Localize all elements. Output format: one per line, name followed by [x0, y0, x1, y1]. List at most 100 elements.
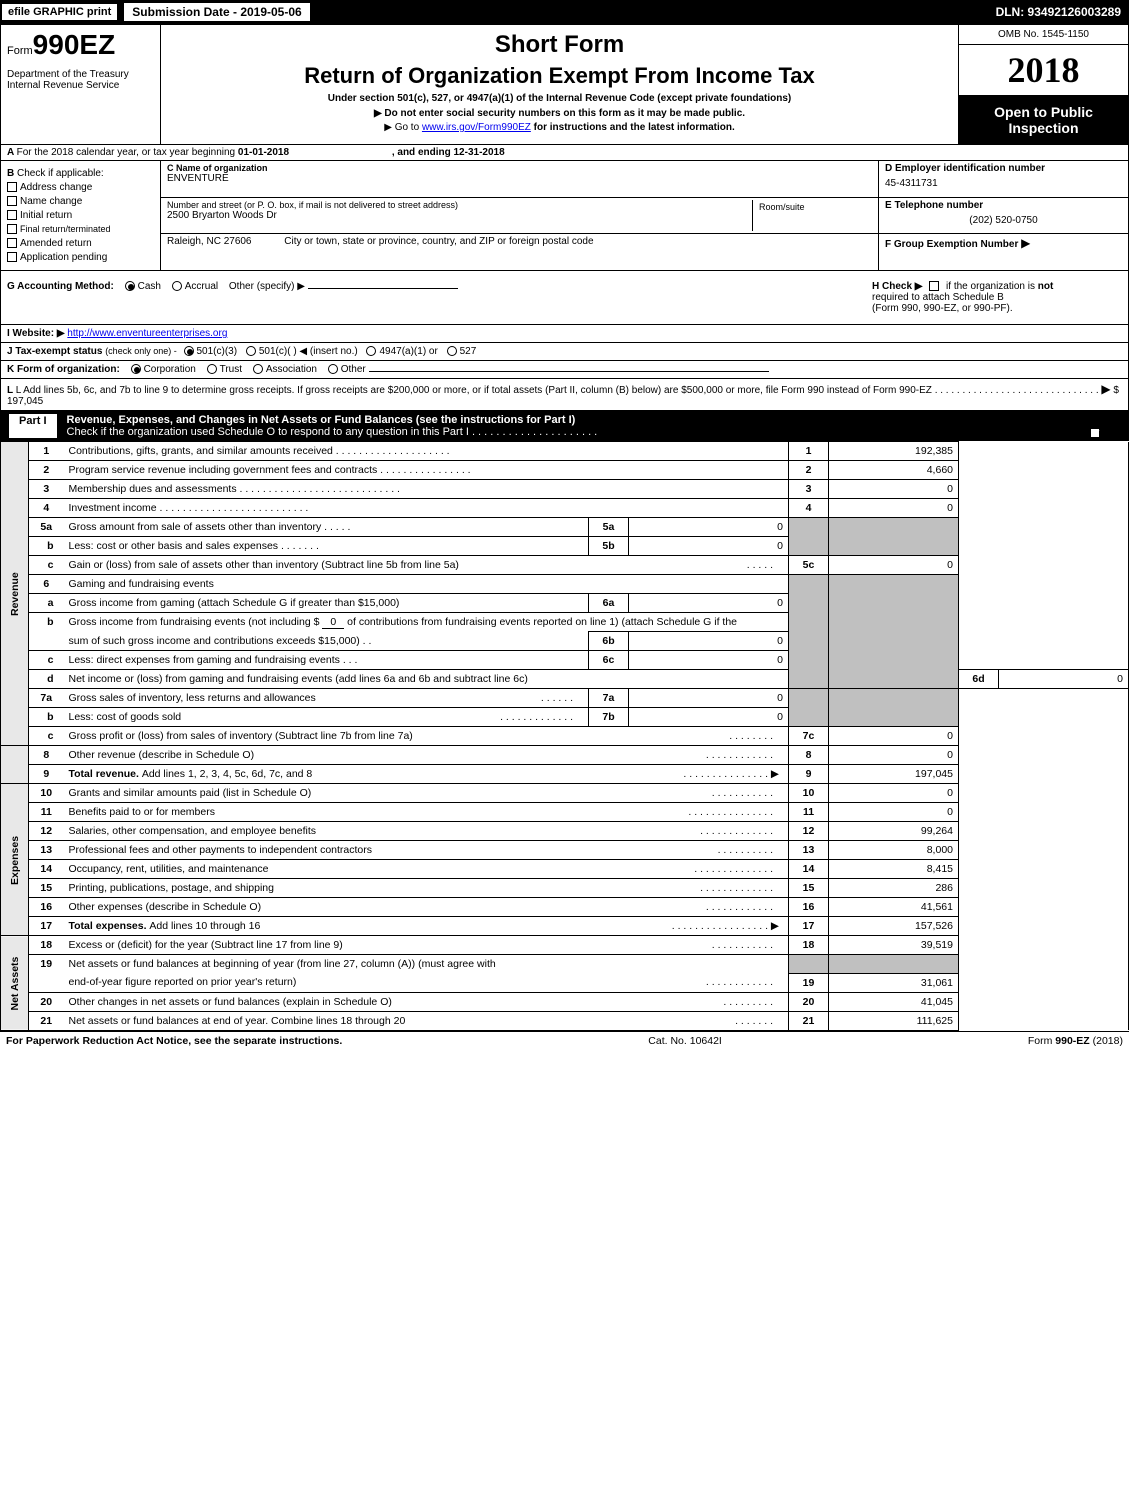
- accrual-label: Accrual: [185, 281, 218, 292]
- line-21: 21 Net assets or fund balances at end of…: [1, 1011, 1129, 1030]
- line-5b-mval: 0: [629, 537, 789, 556]
- line-8-num: 8: [29, 746, 64, 765]
- line-17-rval: 157,526: [829, 917, 959, 936]
- initial-return-checkbox[interactable]: [7, 210, 17, 220]
- corp-radio[interactable]: [131, 364, 141, 374]
- 501c3-label: 501(c)(3): [197, 346, 238, 357]
- irs-label: Internal Revenue Service: [7, 80, 154, 91]
- section-a-row: A For the 2018 calendar year, or tax yea…: [0, 145, 1129, 161]
- line-17-desc: Add lines 10 through 16: [149, 920, 260, 932]
- name-change-label: Name change: [20, 196, 82, 207]
- 4947-label: 4947(a)(1) or: [379, 346, 437, 357]
- line-3: 3 Membership dues and assessments . . . …: [1, 480, 1129, 499]
- assoc-radio[interactable]: [253, 364, 263, 374]
- room-label: Room/suite: [759, 202, 866, 212]
- line-15-num: 15: [29, 879, 64, 898]
- line-18-rnum: 18: [789, 936, 829, 955]
- ein-value: 45-4311731: [885, 178, 1122, 189]
- line-9-num: 9: [29, 765, 64, 784]
- app-pending-checkbox[interactable]: [7, 252, 17, 262]
- line-19-desc: Net assets or fund balances at beginning…: [64, 955, 789, 974]
- phone-label: E Telephone number: [885, 200, 1122, 211]
- line-19-r1: 19 Net assets or fund balances at beginn…: [1, 955, 1129, 974]
- line-5b: b Less: cost or other basis and sales ex…: [1, 537, 1129, 556]
- line-6c-mval: 0: [629, 651, 789, 670]
- address-change-checkbox[interactable]: [7, 182, 17, 192]
- netassets-side-label: Net Assets: [1, 936, 29, 1031]
- line-6b-post1: of contributions from fundraising events…: [347, 616, 737, 628]
- group-exemption-label: F Group Exemption Number: [885, 239, 1018, 250]
- line-10-rval: 0: [829, 784, 959, 803]
- line-9-rnum: 9: [789, 765, 829, 784]
- line-7a-desc: Gross sales of inventory, less returns a…: [69, 692, 316, 704]
- submission-date: Submission Date - 2019-05-06: [123, 2, 310, 22]
- cash-radio[interactable]: [125, 281, 135, 291]
- final-return-checkbox[interactable]: [7, 224, 17, 234]
- 527-radio[interactable]: [447, 346, 457, 356]
- header-right: OMB No. 1545-1150 2018 Open to Public In…: [958, 25, 1128, 144]
- line-7b-num: b: [29, 708, 64, 727]
- expenses-side-label: Expenses: [1, 784, 29, 936]
- corp-label: Corporation: [144, 364, 196, 375]
- city-value: Raleigh, NC 27606: [167, 236, 252, 247]
- line-17: 17 Total expenses. Add lines 10 through …: [1, 917, 1129, 936]
- line-4-desc: Investment income: [69, 502, 157, 514]
- efile-print-button[interactable]: efile GRAPHIC print: [0, 2, 119, 22]
- line-10-num: 10: [29, 784, 64, 803]
- tax-year: 2018: [959, 45, 1128, 96]
- line-6a-mval: 0: [629, 594, 789, 613]
- line-10: Expenses 10 Grants and similar amounts p…: [1, 784, 1129, 803]
- line-7b-mval: 0: [629, 708, 789, 727]
- line-20-rval: 41,045: [829, 992, 959, 1011]
- 501c3-radio[interactable]: [184, 346, 194, 356]
- line-8-rnum: 8: [789, 746, 829, 765]
- revenue-side-label: Revenue: [1, 442, 29, 746]
- row-i: I Website: ▶ http://www.enventureenterpr…: [0, 325, 1129, 343]
- line-14-desc: Occupancy, rent, utilities, and maintena…: [69, 863, 269, 875]
- line-16-rval: 41,561: [829, 898, 959, 917]
- trust-label: Trust: [220, 364, 242, 375]
- short-form-title: Short Form: [167, 31, 952, 59]
- irs-link[interactable]: www.irs.gov/Form990EZ: [422, 122, 531, 133]
- line-19-r2: end-of-year figure reported on prior yea…: [1, 973, 1129, 992]
- h-text3: (Form 990, 990-EZ, or 990-PF).: [872, 303, 1013, 314]
- line-16: 16 Other expenses (describe in Schedule …: [1, 898, 1129, 917]
- line-20-rnum: 20: [789, 992, 829, 1011]
- footer-right: Form 990-EZ (2018): [1028, 1035, 1123, 1047]
- line-5a: 5a Gross amount from sale of assets othe…: [1, 518, 1129, 537]
- line-3-num: 3: [29, 480, 64, 499]
- other-label: Other (specify) ▶: [229, 281, 305, 292]
- line-20-num: 20: [29, 992, 64, 1011]
- line-19-rnum: 19: [789, 973, 829, 992]
- line-11-rval: 0: [829, 803, 959, 822]
- instruction-goto: ▶ Go to www.irs.gov/Form990EZ for instru…: [167, 122, 952, 133]
- line-7c-num: c: [29, 727, 64, 746]
- line-6-num: 6: [29, 575, 64, 594]
- trust-radio[interactable]: [207, 364, 217, 374]
- h-checkbox[interactable]: [929, 281, 939, 291]
- line-18-rval: 39,519: [829, 936, 959, 955]
- name-change-checkbox[interactable]: [7, 196, 17, 206]
- line-6c: c Less: direct expenses from gaming and …: [1, 651, 1129, 670]
- line-16-desc: Other expenses (describe in Schedule O): [69, 901, 262, 913]
- 501c-radio[interactable]: [246, 346, 256, 356]
- part-1-checkbox[interactable]: ✓: [1090, 428, 1100, 438]
- org-name-label: C Name of organization: [167, 163, 872, 173]
- amended-return-checkbox[interactable]: [7, 238, 17, 248]
- part-1-check-text: Check if the organization used Schedule …: [67, 426, 469, 438]
- line-6b-line2: sum of such gross income and contributio…: [69, 635, 360, 647]
- line-5c-rnum: 5c: [789, 556, 829, 575]
- 4947-radio[interactable]: [366, 346, 376, 356]
- line-11-num: 11: [29, 803, 64, 822]
- app-pending-label: Application pending: [20, 252, 107, 263]
- other-org-radio[interactable]: [328, 364, 338, 374]
- part-1-title: Revenue, Expenses, and Changes in Net As…: [67, 414, 576, 426]
- line-12: 12 Salaries, other compensation, and emp…: [1, 822, 1129, 841]
- form-prefix: Form: [7, 45, 33, 57]
- line-19-desc2: end-of-year figure reported on prior yea…: [69, 976, 297, 988]
- accrual-radio[interactable]: [172, 281, 182, 291]
- line-7c-desc: Gross profit or (loss) from sales of inv…: [69, 730, 413, 742]
- line-7c-rnum: 7c: [789, 727, 829, 746]
- website-link[interactable]: http://www.enventureenterprises.org: [67, 328, 227, 339]
- line-5c-rval: 0: [829, 556, 959, 575]
